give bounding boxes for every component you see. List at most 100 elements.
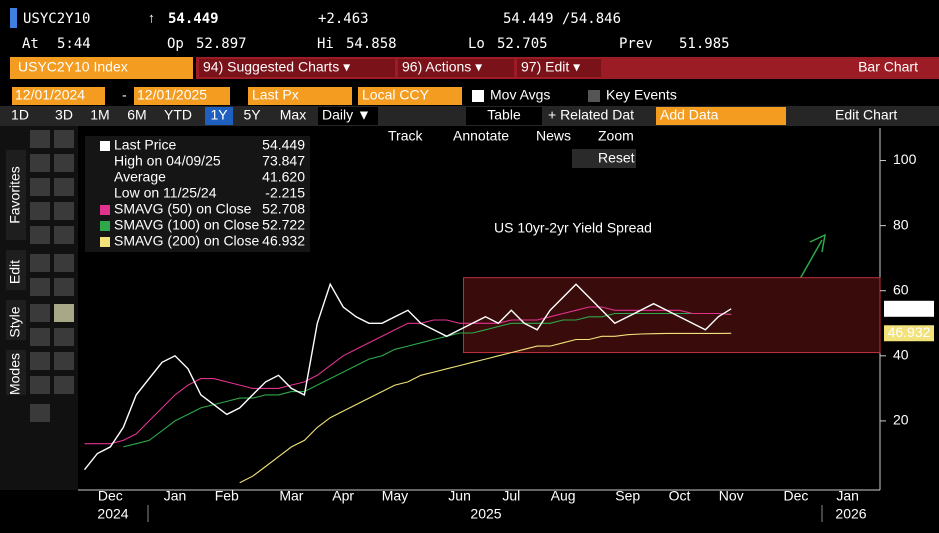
y-tick-label: 100 xyxy=(893,151,917,167)
tool-icon[interactable] xyxy=(54,226,74,244)
chart-tool[interactable]: Zoom xyxy=(598,128,634,144)
side-tab[interactable] xyxy=(6,250,26,290)
legend-value: -2.215 xyxy=(265,185,305,201)
y-tick-label: 20 xyxy=(893,412,909,428)
year-label: 2025 xyxy=(470,506,501,522)
x-tick-label: Mar xyxy=(279,488,303,504)
chart-tool[interactable]: Track xyxy=(388,128,423,144)
chart-type: Bar Chart xyxy=(858,59,918,75)
legend-value: 52.708 xyxy=(262,201,305,217)
quote-label: Lo xyxy=(468,36,485,52)
security-box[interactable] xyxy=(10,57,193,79)
side-tab-label: Modes xyxy=(7,353,23,395)
chart-tool[interactable]: Reset xyxy=(598,150,635,166)
currency: Local CCY xyxy=(362,87,430,103)
tool-icon[interactable] xyxy=(30,202,50,220)
tool-icon[interactable] xyxy=(54,352,74,370)
date-input[interactable] xyxy=(134,87,230,105)
period-button[interactable]: 1D xyxy=(11,107,29,123)
annotation: US 10yr-2yr Yield Spread xyxy=(494,220,652,236)
tool-icon[interactable] xyxy=(54,376,74,394)
period-button[interactable]: 6M xyxy=(127,107,146,123)
up-arrow: ↑ xyxy=(148,10,155,26)
tool-icon[interactable] xyxy=(30,178,50,196)
side-tab[interactable] xyxy=(6,300,26,340)
value-tag-label: 46.932 xyxy=(888,324,931,340)
tool-icon[interactable] xyxy=(30,278,50,296)
menu-item: 94) Suggested Charts ▾ xyxy=(203,59,350,75)
tool-icon[interactable] xyxy=(54,254,74,272)
legend-label: SMAVG (100) on Close xyxy=(114,217,259,233)
add-data-input[interactable] xyxy=(656,107,786,125)
ticker-marker xyxy=(10,8,17,28)
x-tick-label: Sep xyxy=(615,488,640,504)
period-button[interactable]: 1Y xyxy=(210,107,228,123)
quote-label: At xyxy=(22,36,39,52)
quote-label: Op xyxy=(167,36,184,52)
tool-icon[interactable] xyxy=(30,226,50,244)
x-tick-label: Jun xyxy=(448,488,471,504)
tool-icon[interactable] xyxy=(54,202,74,220)
shaded-range xyxy=(462,277,881,354)
menu-button[interactable] xyxy=(517,59,601,77)
tool-icon[interactable] xyxy=(54,304,74,322)
chart-tool[interactable]: News xyxy=(536,128,571,144)
tool-icon[interactable] xyxy=(30,254,50,272)
moving-average xyxy=(123,312,732,448)
tool-icon[interactable] xyxy=(30,328,50,346)
edit-chart: Edit Chart xyxy=(835,107,897,123)
tool-icon[interactable] xyxy=(54,154,74,172)
tool-icon[interactable] xyxy=(54,278,74,296)
period-button[interactable]: 1M xyxy=(90,107,109,123)
x-tick-label: Oct xyxy=(669,488,691,504)
tool-icon[interactable] xyxy=(54,328,74,346)
tool-icon[interactable] xyxy=(30,376,50,394)
tool-icon[interactable] xyxy=(30,404,50,422)
security-name: USYC2Y10 Index xyxy=(18,59,128,75)
ticker: USYC2Y10 xyxy=(23,11,90,27)
x-tick-label: Jul xyxy=(502,488,520,504)
value-tag xyxy=(884,300,934,317)
menu-button[interactable] xyxy=(199,59,395,77)
menu-button[interactable] xyxy=(398,59,514,77)
side-tab-label: Edit xyxy=(7,260,23,284)
frequency-select[interactable] xyxy=(318,107,378,125)
x-tick-label: Jan xyxy=(164,488,187,504)
quote-value: 5:44 xyxy=(57,36,91,52)
table-button[interactable] xyxy=(466,107,542,125)
legend-label: Low on 11/25/24 xyxy=(114,185,217,201)
period-selected[interactable] xyxy=(205,107,233,125)
tool-icon[interactable] xyxy=(30,304,50,322)
value-tag xyxy=(884,325,934,342)
legend-value: 54.449 xyxy=(262,137,305,153)
legend-panel xyxy=(85,136,310,252)
tool-icon[interactable] xyxy=(30,130,50,148)
tool-icon[interactable] xyxy=(30,154,50,172)
year-label: 2026 xyxy=(835,506,866,522)
checkbox[interactable] xyxy=(588,90,600,102)
add-data: Add Data xyxy=(660,107,719,123)
bid-ask: 54.449 /54.846 xyxy=(503,11,621,27)
period-button[interactable]: 5Y xyxy=(243,107,261,123)
side-tab[interactable] xyxy=(6,350,26,395)
moving-average xyxy=(84,306,732,445)
period-button[interactable]: YTD xyxy=(164,107,192,123)
period-button[interactable]: Max xyxy=(280,107,306,123)
tool-icon[interactable] xyxy=(54,130,74,148)
date-input[interactable] xyxy=(12,87,105,105)
x-tick-label: Dec xyxy=(98,488,123,504)
currency-input[interactable] xyxy=(358,87,462,105)
side-tab[interactable] xyxy=(6,150,26,240)
y-tick-label: 80 xyxy=(893,216,909,232)
frequency: Daily ▼ xyxy=(322,107,371,123)
chart-tool[interactable]: Annotate xyxy=(453,128,509,144)
tool-icon[interactable] xyxy=(30,352,50,370)
field-input[interactable] xyxy=(248,87,352,105)
legend-label: High on 04/09/25 xyxy=(114,153,221,169)
reset-button[interactable] xyxy=(572,149,636,168)
checkbox[interactable] xyxy=(472,90,484,102)
y-tick-label: 40 xyxy=(893,347,909,363)
tool-icon[interactable] xyxy=(54,178,74,196)
period-button[interactable]: 3D xyxy=(55,107,73,123)
